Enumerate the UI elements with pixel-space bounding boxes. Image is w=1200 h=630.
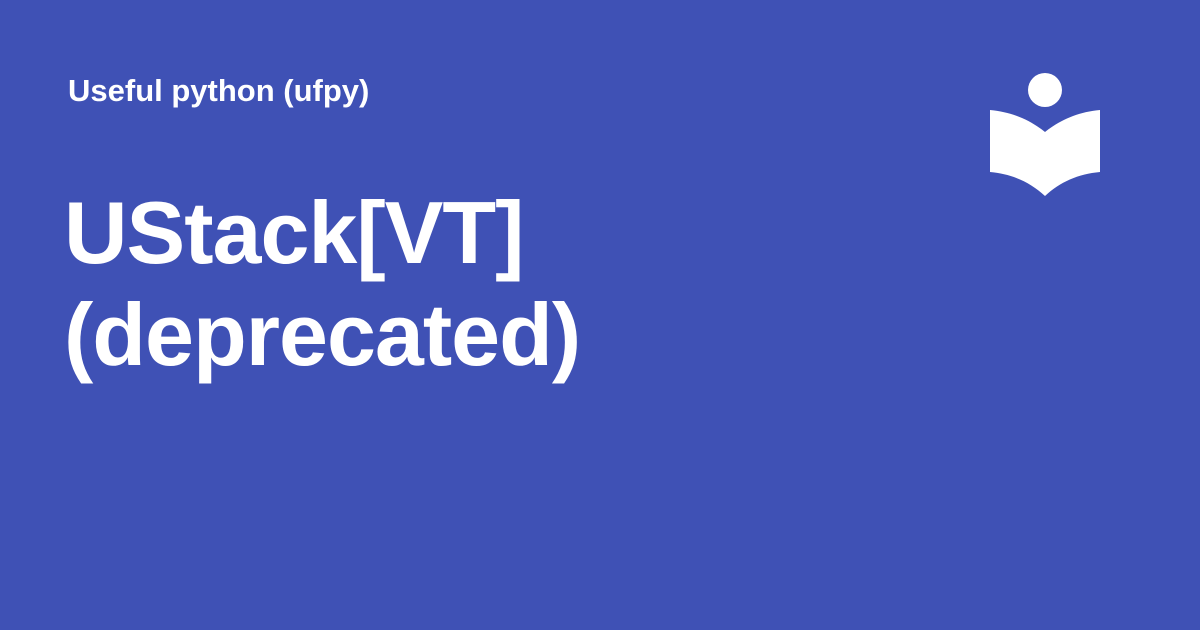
reading-person-book-icon (990, 73, 1100, 196)
site-name: Useful python (ufpy) (68, 73, 370, 108)
page-title: UStack[VT] (deprecated) (64, 183, 581, 384)
